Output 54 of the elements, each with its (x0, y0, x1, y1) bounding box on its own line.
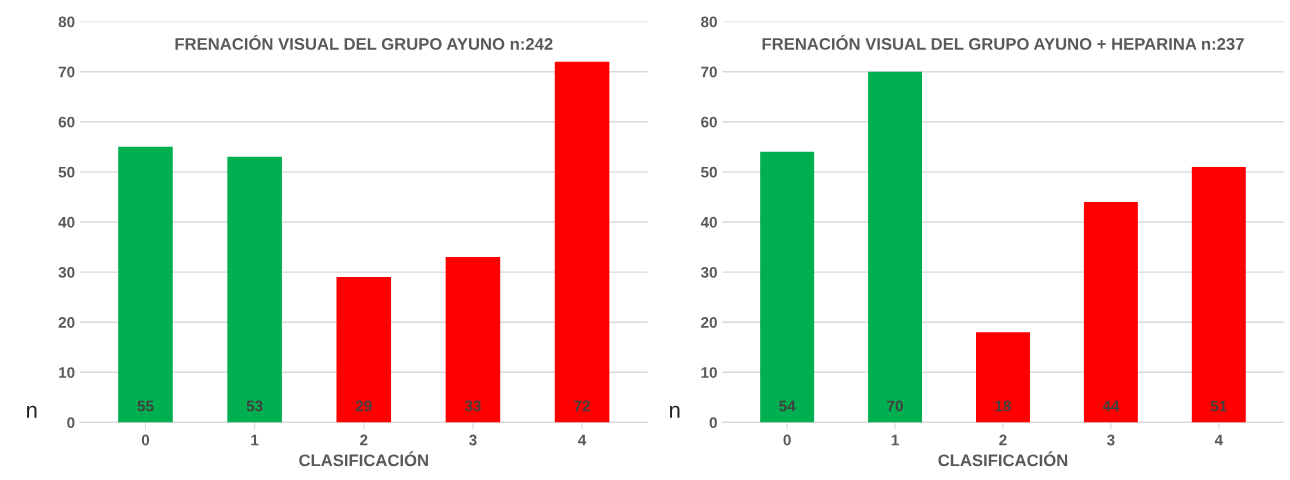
bar (227, 156, 282, 423)
x-tick-label: 1 (891, 434, 899, 446)
x-tick-label: 3 (469, 434, 477, 446)
data-label: 72 (574, 400, 590, 412)
bar (760, 151, 815, 423)
y-tick-label: 60 (701, 116, 717, 128)
data-label: 55 (137, 400, 154, 412)
x-axis-title: CLASIFICACIÓN (299, 451, 428, 467)
x-tick-label: 1 (251, 434, 259, 446)
y-tick-label: 70 (58, 66, 75, 78)
data-label: 54 (779, 400, 796, 412)
data-label: 53 (246, 400, 263, 412)
x-tick-label: 4 (578, 434, 587, 446)
y-axis-title: n (27, 405, 37, 418)
y-tick-label: 20 (701, 317, 717, 328)
y-tick-label: 30 (700, 266, 717, 278)
y-tick-label: 20 (58, 317, 75, 328)
data-label: 44 (1102, 400, 1120, 412)
x-tick-label: 2 (360, 434, 368, 446)
y-tick-label: 80 (58, 16, 75, 28)
bar (445, 257, 501, 423)
data-label: 18 (995, 400, 1011, 412)
bar (118, 146, 173, 423)
y-tick-label: 40 (58, 216, 75, 228)
x-tick-label: 4 (1214, 434, 1223, 446)
bar (1083, 201, 1138, 423)
y-tick-label: 50 (701, 166, 717, 178)
y-tick-label: 50 (58, 166, 75, 178)
x-tick-label: 3 (1106, 434, 1115, 446)
y-tick-label: 70 (701, 66, 717, 78)
x-tick-label: 2 (999, 434, 1007, 446)
data-label: 29 (355, 400, 372, 412)
x-tick-label: 0 (783, 434, 791, 446)
bar (868, 71, 923, 423)
bar (554, 61, 610, 423)
y-tick-label: 40 (700, 216, 717, 228)
y-axis-title: n (670, 405, 680, 418)
y-tick-label: 10 (59, 367, 75, 378)
y-tick-label: 30 (58, 266, 75, 278)
text: FRENACIÓN VISUAL DEL GRUPO AYUNO n:242 (175, 34, 553, 50)
y-tick-label: 0 (709, 417, 717, 429)
y-tick-label: 80 (701, 16, 717, 28)
text: FRENACIÓN VISUAL DEL GRUPO AYUNO + HEPARINA n:237 (762, 34, 1244, 50)
x-axis-title: CLASIFICACIÓN (938, 451, 1068, 467)
bar (1191, 166, 1246, 423)
data-label: 70 (887, 400, 903, 412)
bar (336, 277, 392, 423)
data-label: 33 (464, 400, 481, 412)
bar (976, 332, 1030, 423)
y-tick-label: 10 (701, 367, 717, 378)
y-tick-label: 0 (67, 417, 75, 429)
y-tick-label: 60 (58, 116, 75, 128)
data-label: 51 (1210, 400, 1227, 412)
x-tick-label: 0 (141, 434, 150, 446)
